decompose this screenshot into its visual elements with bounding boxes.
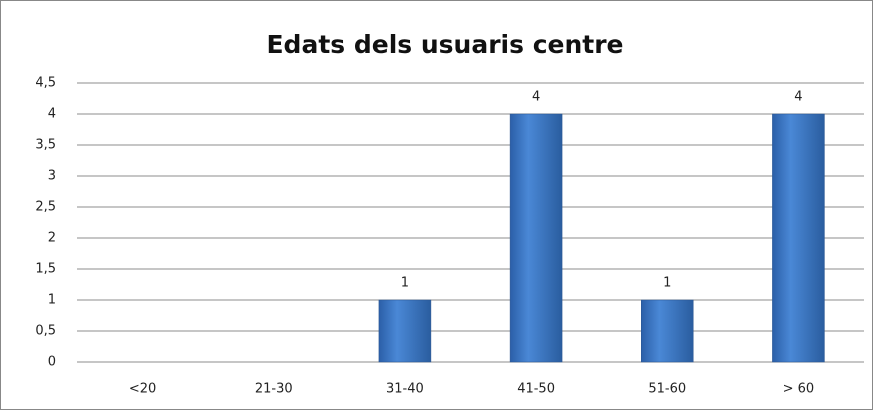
y-tick-label: 2,5 [35,200,56,215]
y-tick-label: 3 [48,169,56,184]
data-label: 4 [532,90,540,105]
y-tick-label: 0 [48,355,56,370]
chart-title: Edats dels usuaris centre [266,30,623,59]
data-label: 1 [401,276,409,291]
y-tick-label: 1,5 [35,262,56,277]
bar [378,299,432,363]
y-tick-label: 0,5 [35,324,56,339]
y-tick-label: 3,5 [35,138,56,153]
y-tick-label: 4,5 [35,76,56,91]
y-tick-label: 4 [48,107,56,122]
y-tick-label: 2 [48,231,56,246]
x-tick-label: 31-40 [386,382,424,397]
data-label: 1 [663,276,671,291]
bar [641,299,694,363]
x-tick-label: 41-50 [517,382,555,397]
x-tick-label: 21-30 [255,382,293,397]
y-tick-label: 1 [48,293,56,308]
bar [772,113,825,363]
x-tick-label: 51-60 [648,382,686,397]
x-tick-label: > 60 [783,382,815,397]
bar [509,113,563,363]
x-tick-label: <20 [129,382,156,397]
data-label: 4 [794,90,802,105]
